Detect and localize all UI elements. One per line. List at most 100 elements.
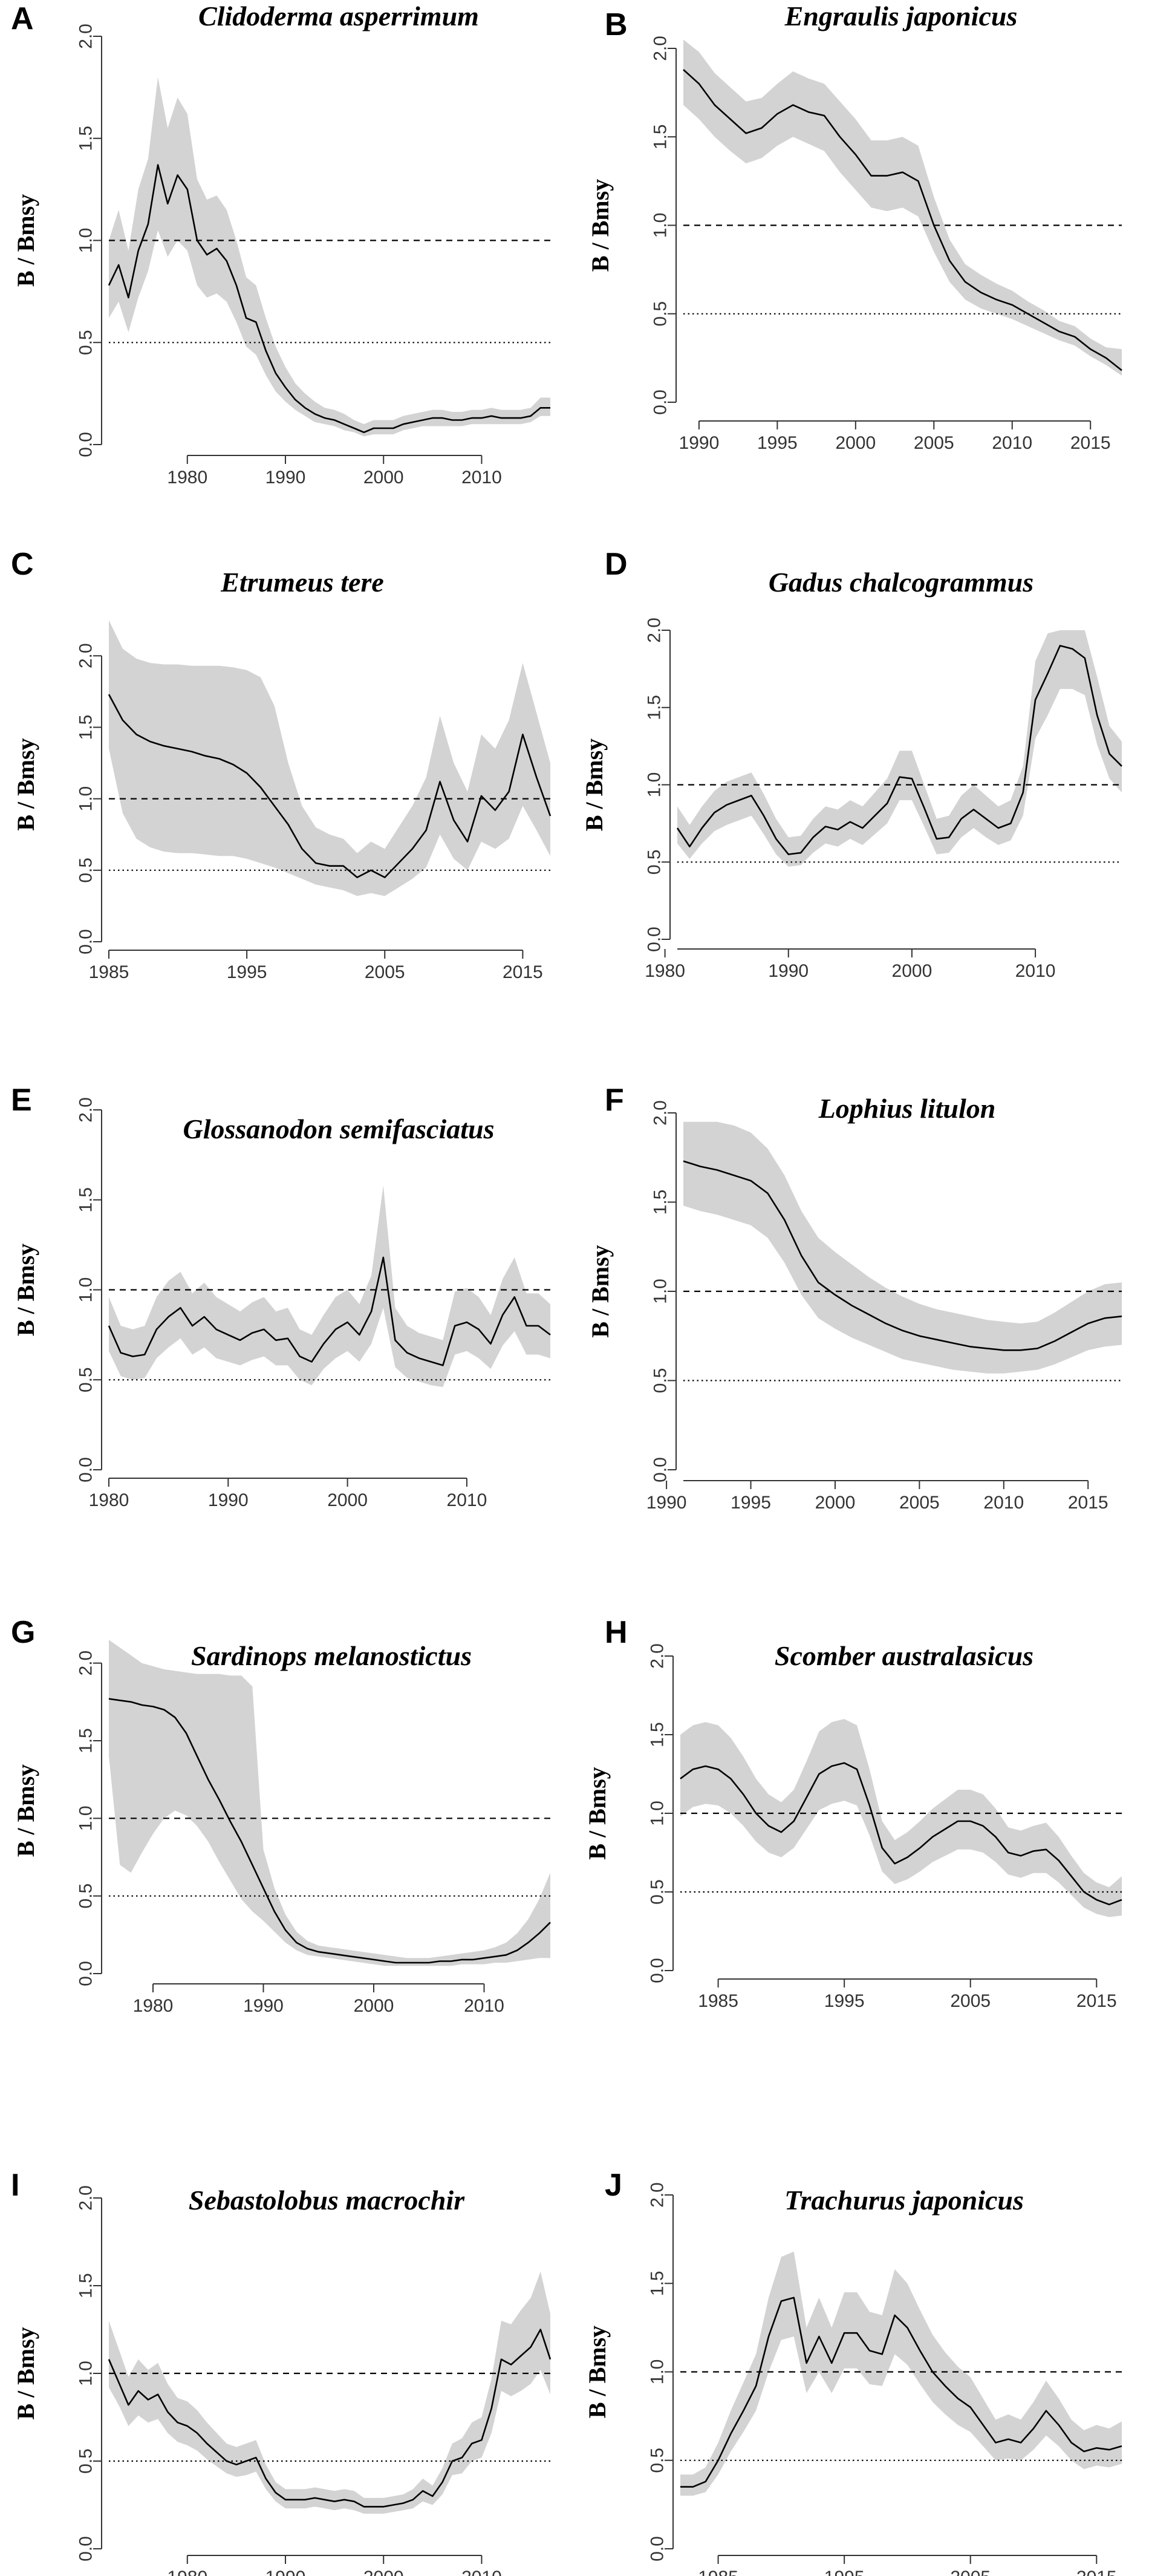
panel-g: G Sardinops melanostictus B / Bmsy 0.0 0.5 1.…: [11, 1615, 551, 2016]
median-line-b: [683, 69, 1122, 371]
y-tick-label-a: 1.0: [76, 228, 96, 253]
median-line-i: [108, 2329, 552, 2508]
y-tick-label-b: 0.5: [651, 301, 671, 327]
y-axis-label-h: B / Bmsy: [584, 1767, 611, 1859]
median-line-c: [108, 694, 552, 878]
x-tick-label-b: 2000: [835, 433, 876, 453]
confidence-band-a: [109, 77, 550, 437]
y-tick-label-g: 2.0: [76, 1651, 96, 1676]
y-tick-label-a: 1.5: [76, 126, 96, 151]
panel-h: H Scomber australasicus B / Bmsy 0.0 0.5 1.0 1…: [584, 1615, 1122, 2011]
y-axis-label-j: B / Bmsy: [584, 2326, 611, 2418]
panel-title-j: Trachurus japonicus: [784, 2185, 1024, 2216]
confidence-band-g: [109, 1640, 550, 1966]
y-tick-label-i: 1.0: [76, 2361, 96, 2386]
y-tick-label-d: 0.0: [645, 927, 665, 952]
y-tick-label-c: 0.0: [76, 929, 96, 954]
x-tick-label-d: 2000: [892, 961, 933, 981]
y-tick-label-h: 1.5: [648, 1722, 668, 1747]
confidence-band-e: [109, 1185, 550, 1387]
panel-letter-j: J: [605, 2168, 622, 2203]
confidence-band-d: [677, 630, 1122, 867]
y-tick-label-e: 1.5: [76, 1187, 96, 1213]
y-tick-label-i: 0.5: [76, 2448, 96, 2474]
y-tick-label-h: 1.0: [648, 1801, 668, 1826]
x-tick-label-h: 1985: [698, 1991, 738, 2011]
panel-title-e: Glossanodon semifasciatus: [183, 1114, 494, 1144]
x-tick-label-i: 2010: [461, 2568, 502, 2576]
x-tick-label-e: 1980: [89, 1490, 129, 1510]
panel-letter-c: C: [11, 547, 34, 582]
y-tick-label-e: 2.0: [76, 1097, 96, 1123]
median-line-j: [680, 2297, 1122, 2488]
x-tick-label-c: 2015: [503, 962, 543, 982]
y-tick-label-j: 0.5: [648, 2448, 668, 2473]
y-tick-label-a: 2.0: [76, 24, 96, 49]
median-line-g: [108, 1698, 551, 1964]
panel-title-i: Sebastolobus macrochir: [189, 2185, 465, 2216]
y-tick-label-j: 0.0: [648, 2536, 668, 2561]
panel-letter-e: E: [11, 1083, 32, 1118]
y-tick-label-d: 1.0: [645, 772, 665, 798]
y-tick-label-c: 0.5: [76, 858, 96, 883]
y-tick-label-g: 1.5: [76, 1728, 96, 1753]
y-tick-label-g: 0.0: [76, 1961, 96, 1986]
x-tick-label-i: 1980: [167, 2568, 207, 2576]
y-tick-label-g: 0.5: [76, 1883, 96, 1909]
panel-title-c: Etrumeus tere: [220, 567, 384, 598]
y-axis-label-g: B / Bmsy: [12, 1764, 39, 1857]
x-tick-label-d: 2010: [1015, 961, 1056, 981]
y-tick-label-h: 0.5: [648, 1879, 668, 1905]
panel-title-f: Lophius litulon: [818, 1093, 996, 1124]
y-tick-label-f: 1.0: [651, 1279, 671, 1304]
y-tick-label-a: 0.5: [76, 330, 96, 355]
x-tick-label-j: 1985: [698, 2568, 738, 2576]
y-tick-label-b: 1.5: [651, 124, 671, 149]
x-tick-label-c: 1985: [89, 962, 129, 982]
y-axis-label-e: B / Bmsy: [12, 1244, 39, 1336]
panel-letter-h: H: [605, 1615, 628, 1650]
confidence-band-c: [109, 620, 550, 896]
y-tick-label-e: 0.0: [76, 1457, 96, 1482]
x-tick-label-c: 2005: [365, 962, 405, 982]
median-line-e: [108, 1256, 551, 1366]
median-line-h: [680, 1762, 1122, 1906]
panel-j: J Trachurus japonicus B / Bmsy 0.0 0.5 1.0 1.5…: [584, 2168, 1122, 2576]
confidence-band-h: [680, 1719, 1122, 1917]
panel-title-g: Sardinops melanostictus: [191, 1640, 472, 1671]
x-tick-label-b: 2010: [992, 433, 1032, 453]
panel-f: F Lophius litulon B / Bmsy 0.0 0.5 1.0 1.5 2.0 1…: [587, 1083, 1122, 1513]
y-tick-label-c: 1.0: [76, 786, 96, 812]
confidence-band-i: [109, 2271, 550, 2514]
x-tick-label-g: 1990: [243, 1996, 284, 2016]
x-tick-label-h: 1995: [824, 1991, 865, 2011]
median-line-d: [676, 645, 1122, 855]
y-axis-label-a: B / Bmsy: [12, 194, 39, 287]
y-tick-label-i: 1.5: [76, 2273, 96, 2298]
panel-title-b: Engraulis japonicus: [784, 1, 1018, 31]
median-line-a: [108, 164, 550, 434]
x-tick-label-f: 1990: [646, 1493, 687, 1513]
x-tick-label-e: 2010: [447, 1490, 487, 1510]
y-tick-label-d: 2.0: [645, 618, 665, 643]
x-tick-label-f: 2005: [899, 1493, 940, 1513]
x-tick-label-e: 1990: [208, 1490, 249, 1510]
x-tick-label-b: 1990: [679, 433, 720, 453]
y-tick-label-f: 1.5: [651, 1190, 671, 1215]
y-tick-label-b: 2.0: [651, 36, 671, 61]
panel-e: E Glossanodon semifasciatus B / Bmsy 0.0 0.5…: [11, 1083, 551, 1510]
y-tick-label-h: 0.0: [648, 1958, 668, 1983]
panel-d: D Gadus chalcogrammus B / Bmsy 0.0 0.5 1.0 1.5…: [581, 547, 1122, 981]
y-tick-label-j: 1.5: [648, 2271, 668, 2296]
y-axis-label-i: B / Bmsy: [12, 2327, 39, 2419]
x-tick-label-h: 2015: [1076, 1991, 1117, 2011]
panel-a: A Clidoderma asperrimum B / Bmsy 0.0 0.5 1.0 1…: [11, 1, 550, 487]
x-tick-label-f: 1995: [731, 1493, 771, 1513]
panel-letter-a: A: [11, 1, 34, 36]
y-tick-label-b: 1.0: [651, 213, 671, 238]
y-tick-label-j: 1.0: [648, 2359, 668, 2385]
y-tick-label-h: 2.0: [648, 1643, 668, 1669]
y-tick-label-b: 0.0: [651, 390, 671, 415]
x-tick-label-d: 1990: [768, 961, 809, 981]
